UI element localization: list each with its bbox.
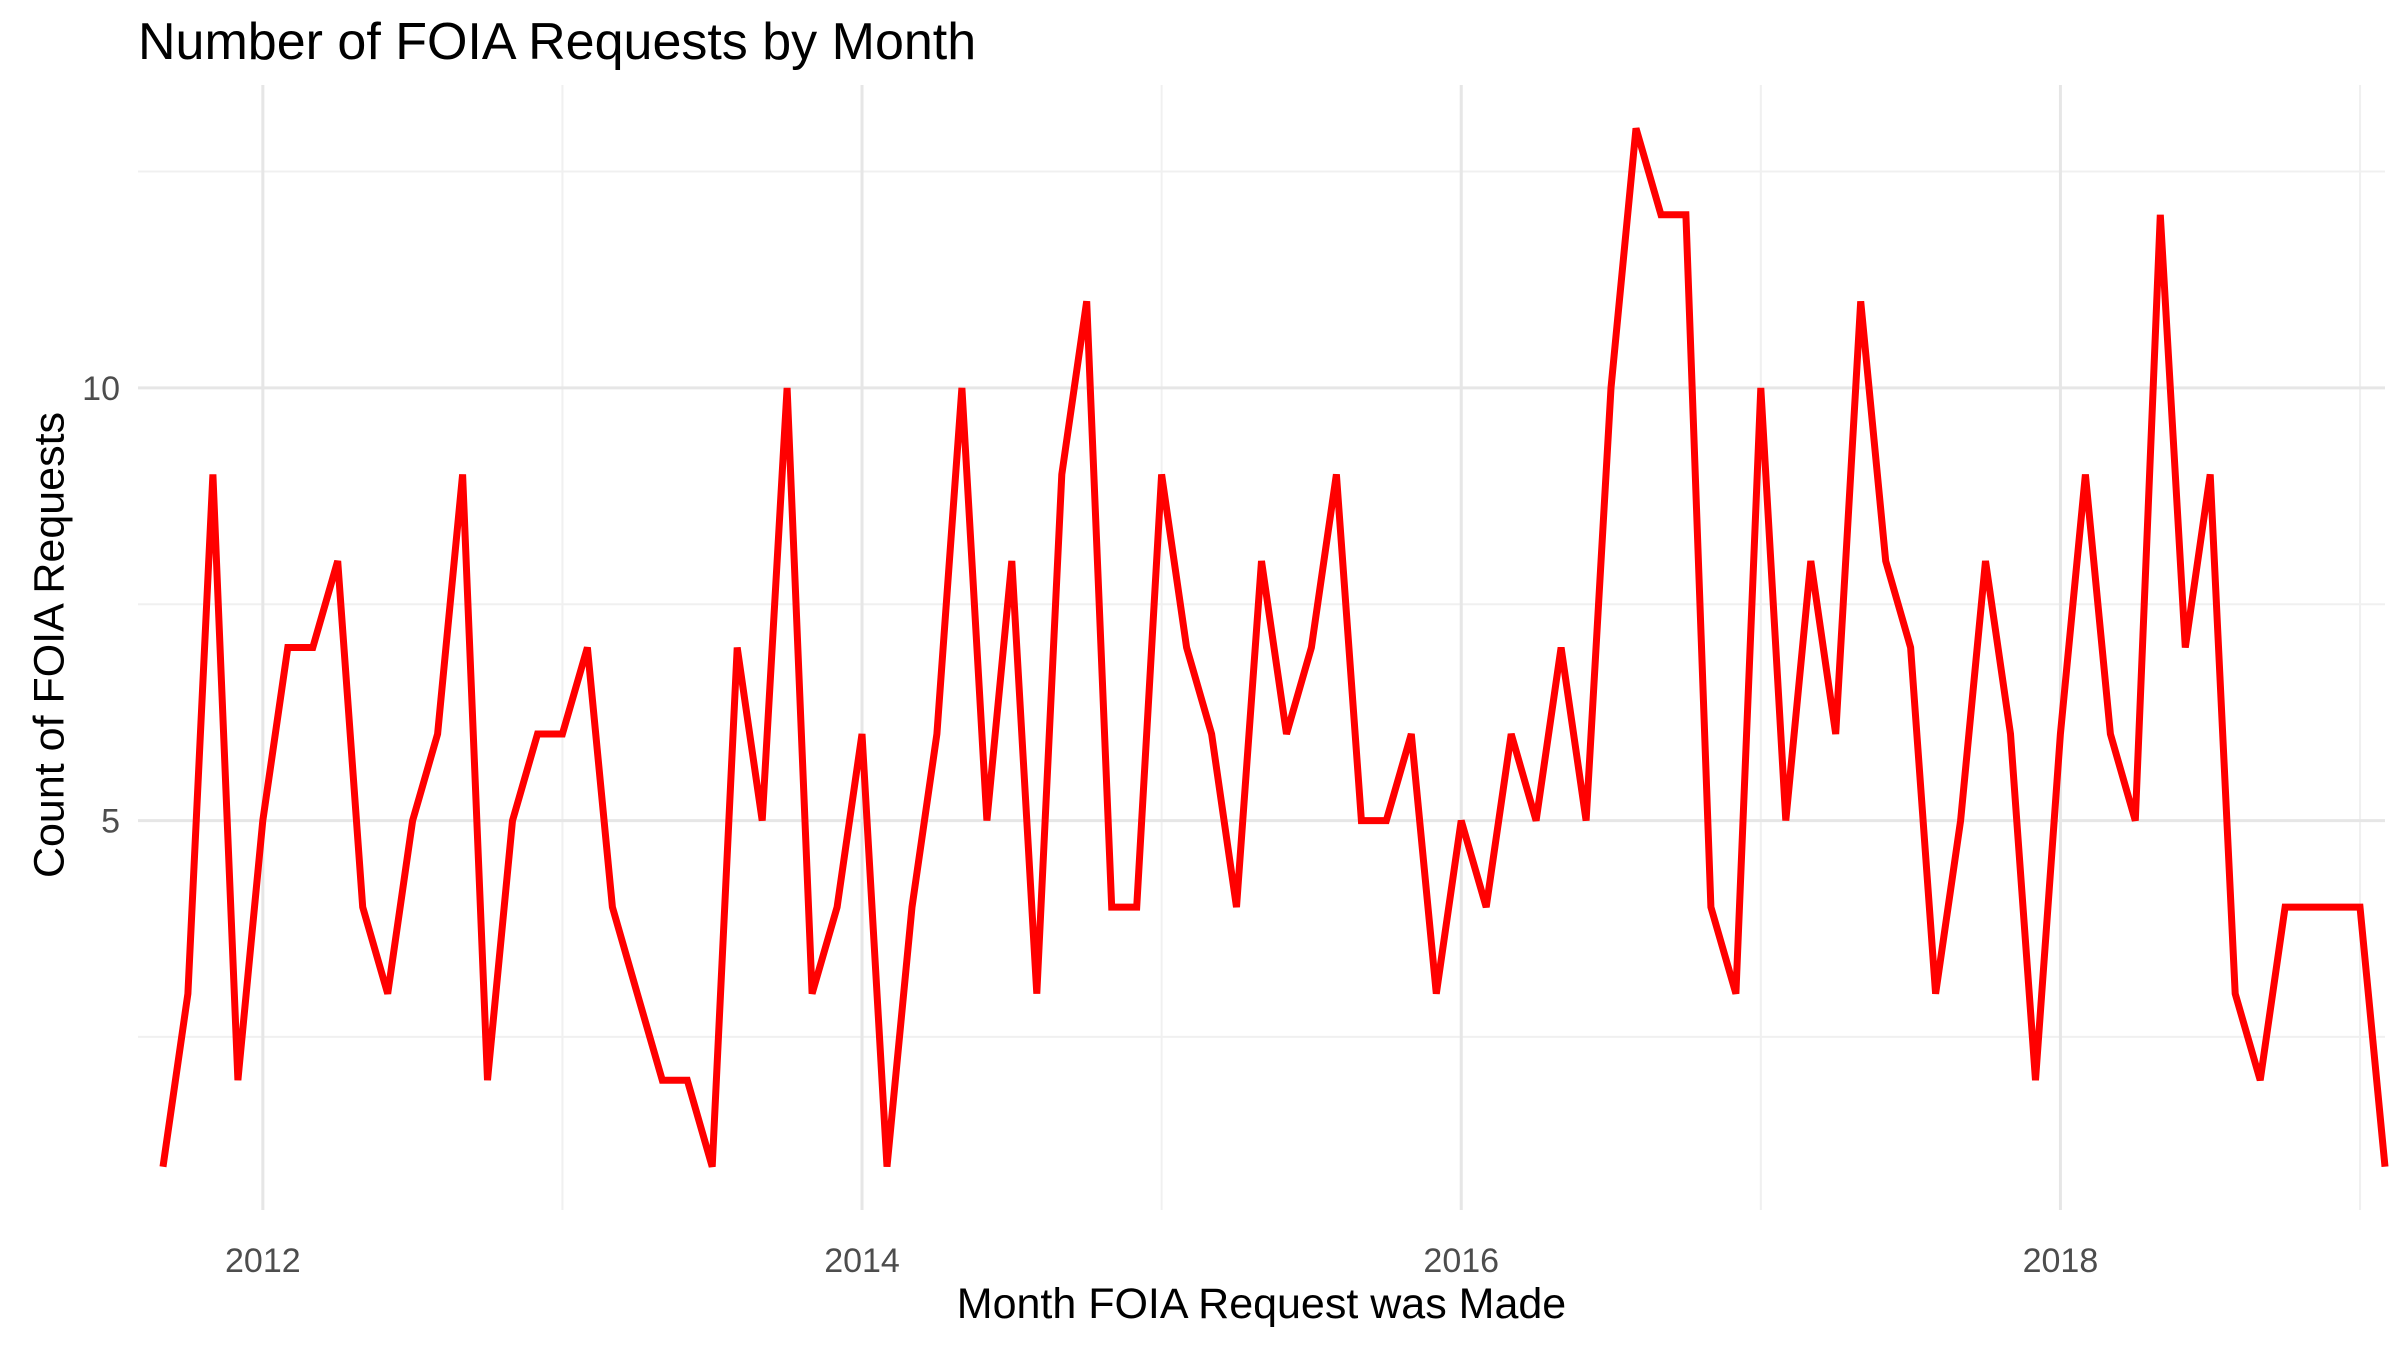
major-gridlines [138, 85, 2385, 1210]
x-axis-title: Month FOIA Request was Made [956, 1280, 1567, 1328]
series-line [159, 127, 2389, 1168]
x-tick-label: 2018 [2023, 1242, 2099, 1280]
y-tick-label: 10 [82, 370, 120, 408]
series-group [159, 127, 2389, 1168]
y-axis-ticks: 5 10 [82, 370, 120, 841]
y-axis-title: Count of FOIA Requests [25, 411, 74, 879]
x-tick-label: 2012 [225, 1242, 301, 1280]
chart-title: Number of FOIA Requests by Month [138, 13, 977, 71]
minor-gridlines [138, 85, 2385, 1210]
x-axis-ticks: 2012 2014 2016 2018 [225, 1242, 2098, 1280]
x-tick-label: 2014 [824, 1242, 900, 1280]
y-tick-label: 5 [101, 803, 120, 841]
x-tick-label: 2016 [1423, 1242, 1499, 1280]
